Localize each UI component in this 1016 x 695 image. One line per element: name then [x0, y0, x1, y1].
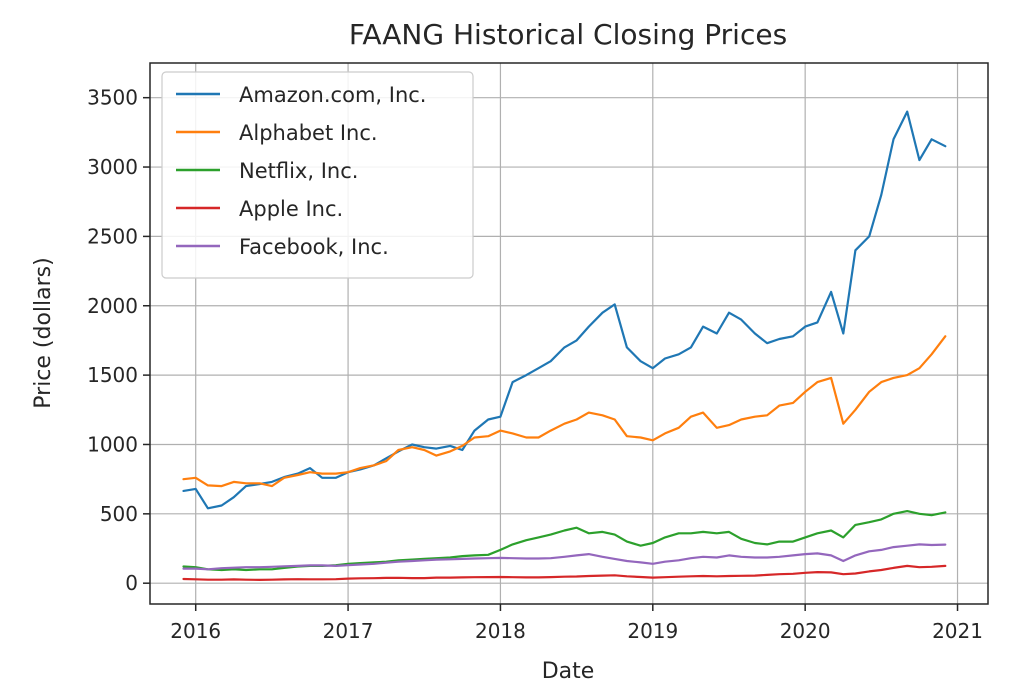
y-tick-label: 2000	[87, 294, 138, 318]
y-tick-label: 1500	[87, 363, 138, 387]
x-tick-label: 2020	[780, 619, 831, 643]
series-lines	[182, 110, 947, 582]
x-tick-label: 2017	[323, 619, 374, 643]
y-tick-label: 500	[100, 502, 138, 526]
axis-ticks: 2016 2017 2018 2019 2020 2021 0 500 1000 1500 2000…	[87, 86, 983, 643]
chart-title: FAANG Historical Closing Prices	[349, 18, 787, 51]
legend-label: Netflix, Inc.	[239, 159, 358, 183]
series-line-netflix-inc	[182, 510, 947, 572]
x-axis-label: Date	[542, 659, 595, 684]
legend-label: Alphabet Inc.	[239, 121, 378, 145]
x-tick-label: 2018	[475, 619, 526, 643]
plot-area-frame	[149, 62, 989, 605]
legend-label: Facebook, Inc.	[239, 235, 389, 259]
legend-box	[161, 71, 474, 279]
series-line-apple-inc	[182, 564, 947, 582]
y-axis-label: Price (dollars)	[31, 257, 56, 408]
legend-label: Apple Inc.	[239, 197, 343, 221]
x-tick-label: 2016	[170, 619, 221, 643]
series-line-facebook-inc	[182, 543, 947, 571]
y-tick-label: 1000	[87, 432, 138, 456]
x-tick-label: 2021	[932, 619, 983, 643]
legend-label: Amazon.com, Inc.	[239, 83, 426, 107]
y-tick-label: 3500	[87, 86, 138, 110]
y-tick-label: 0	[125, 571, 138, 595]
y-tick-label: 2500	[87, 224, 138, 248]
x-tick-label: 2019	[627, 619, 678, 643]
series-line-amazon-com-inc	[182, 110, 947, 510]
series-line-alphabet-inc	[182, 335, 947, 488]
legend: Amazon.com, Inc. Alphabet Inc. Netflix, In…	[161, 71, 474, 279]
y-tick-label: 3000	[87, 155, 138, 179]
